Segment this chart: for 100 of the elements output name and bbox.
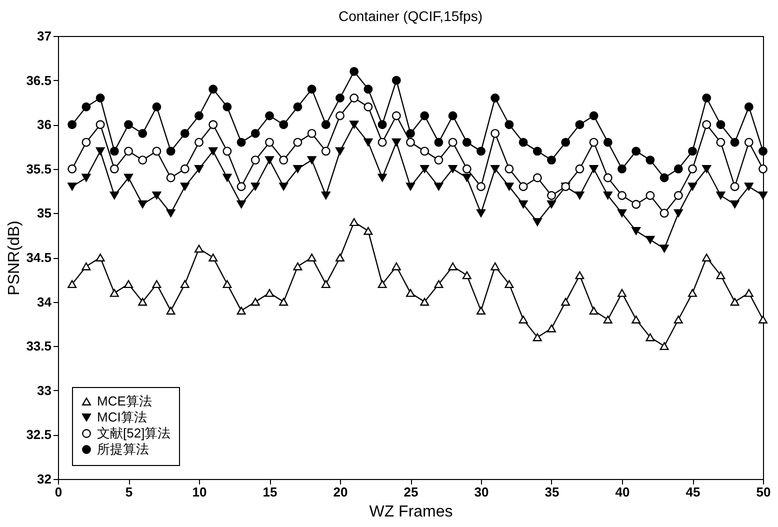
point: [448, 262, 458, 270]
point: [632, 146, 641, 156]
point: [476, 146, 486, 156]
point: [575, 164, 584, 174]
point: [674, 209, 683, 218]
legend-label: 所提算法: [97, 442, 149, 456]
point: [350, 66, 359, 76]
point: [660, 208, 669, 218]
point: [307, 128, 316, 138]
point: [406, 182, 415, 191]
point: [194, 138, 204, 147]
point: [166, 306, 176, 315]
point: [646, 156, 655, 165]
point: [716, 138, 726, 147]
point: [138, 298, 148, 306]
point: [434, 156, 444, 165]
point: [265, 288, 274, 297]
x-tick-label: 0: [54, 484, 62, 500]
point: [618, 191, 626, 200]
point: [490, 262, 500, 270]
point: [674, 164, 683, 174]
point: [561, 298, 570, 306]
point: [674, 316, 683, 324]
point: [518, 316, 528, 324]
point: [589, 111, 598, 120]
point: [138, 200, 148, 208]
point: [250, 128, 260, 138]
point: [208, 147, 218, 156]
point: [250, 182, 260, 191]
point: [688, 164, 697, 174]
point: [138, 128, 148, 138]
point: [166, 146, 176, 156]
point: [646, 191, 655, 200]
point: [124, 174, 133, 182]
point: [110, 192, 119, 200]
point: [166, 209, 176, 218]
point: [82, 262, 91, 270]
y-tick-label: 36.5: [26, 72, 52, 88]
point: [307, 254, 316, 262]
point: [336, 94, 344, 102]
point: [222, 102, 232, 112]
y-tick-label: 34: [37, 294, 52, 310]
point: [420, 111, 430, 120]
point: [222, 174, 232, 182]
point: [180, 128, 190, 138]
point: [208, 120, 218, 130]
point: [180, 182, 190, 191]
x-tick-label: 50: [756, 484, 771, 500]
point: [110, 146, 119, 156]
x-tick-label: 5: [125, 484, 133, 500]
point: [618, 288, 626, 297]
point: [744, 138, 754, 147]
point: [448, 164, 458, 173]
point: [702, 120, 712, 130]
point: [236, 138, 246, 147]
point: [68, 164, 77, 174]
point: [279, 298, 288, 306]
point: [744, 288, 754, 297]
y-tick-label: 34.5: [26, 250, 52, 265]
x-tick-label: 10: [192, 484, 207, 500]
point: [265, 111, 274, 120]
point: [293, 164, 302, 173]
point: [589, 164, 598, 173]
x-tick-label: 30: [474, 484, 489, 500]
point: [293, 262, 302, 270]
point: [307, 84, 316, 94]
point: [490, 164, 500, 173]
y-tick-label: 36: [37, 117, 52, 132]
point: [476, 306, 486, 315]
point: [646, 236, 655, 244]
point: [82, 102, 91, 112]
point: [758, 192, 768, 200]
point: [575, 120, 584, 130]
point: [730, 200, 740, 208]
point: [96, 147, 105, 156]
point: [68, 280, 77, 288]
point: [758, 164, 768, 174]
point: [406, 288, 415, 297]
y-tick-label: 35: [37, 206, 52, 221]
point: [462, 271, 472, 280]
point: [364, 226, 373, 235]
point: [293, 138, 302, 147]
point: [350, 120, 359, 129]
point: [476, 182, 486, 192]
x-tick-label: 35: [544, 484, 560, 500]
point: [321, 146, 330, 156]
point: [378, 120, 387, 130]
point: [660, 342, 669, 350]
point: [603, 316, 612, 324]
point: [265, 138, 274, 147]
point: [632, 316, 641, 324]
point: [364, 102, 373, 112]
point: [420, 146, 430, 156]
point: [547, 200, 556, 208]
x-tick-label: 40: [615, 484, 630, 500]
point: [307, 156, 316, 164]
point: [222, 146, 232, 156]
point: [603, 192, 612, 200]
legend-label: MCI算法: [97, 410, 147, 424]
point: [716, 120, 726, 130]
